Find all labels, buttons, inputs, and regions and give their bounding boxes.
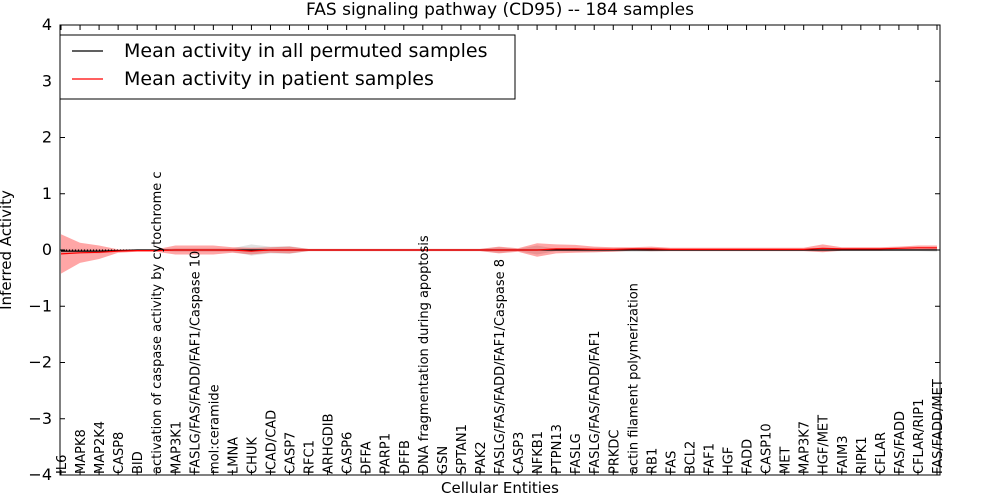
x-category-label: FAS [664,451,679,474]
x-category-label: CASP6 [341,432,356,474]
x-category-label: MAP3K1 [169,421,184,474]
x-category-label: MET [779,447,794,474]
x-category-label: FAIM3 [836,436,851,475]
x-category-label: MAP2K4 [93,421,108,474]
x-category-label: CASP7 [284,432,299,474]
series-line-patient [60,247,937,255]
x-category-label: PAK2 [474,441,489,474]
x-category-label: RFC1 [303,440,318,474]
x-category-label: SPTAN1 [455,424,470,474]
x-category-label: BCL2 [683,441,698,474]
x-category-label: IL6 [55,455,70,474]
y-tick-label: 3 [42,71,52,90]
legend-label-permuted: Mean activity in all permuted samples [124,40,487,62]
y-tick-label: −2 [28,353,52,372]
x-category-label: DFFB [398,440,413,474]
x-category-label: RB1 [645,448,660,474]
x-category-label: GSN [436,446,451,474]
chart-title: FAS signaling pathway (CD95) -- 184 samp… [306,0,694,20]
x-category-label: LMNA [226,437,241,474]
x-category-label: FASLG/FAS/FADD/FAF1 [588,331,603,474]
x-category-label: CFLAR [874,432,889,474]
y-tick-label: 2 [42,128,52,147]
x-axis-label: Cellular Entities [441,479,559,497]
x-category-label: FAF1 [703,443,718,474]
x-category-label: CASP8 [112,432,127,474]
x-category-label: CASP3 [512,432,527,474]
x-category-label: DNA fragmentation during apoptosis [417,235,432,474]
x-category-label: FAS/FADD/MET [931,379,946,474]
x-category-label: RIPK1 [855,436,870,474]
x-category-label: MAPK8 [74,429,89,474]
x-category-label: NFKB1 [531,431,546,474]
x-category-label: ICAD/CAD [265,410,280,474]
plot-area: −4 −3 −2 −1 0 1 2 3 4 IL6 MAPK8 MAP2K4 CASP8 BID activ… [28,15,946,484]
x-category-label: BID [131,451,146,474]
y-tick-label: −3 [28,409,52,428]
x-category-label: FASLG [569,433,584,474]
x-category-label: HGF [722,447,737,474]
x-category-label: actin filament polymerization [626,283,641,474]
y-tick-label: 1 [42,184,52,203]
x-category-label: FASLG/FAS/FADD/FAF1/Caspase 8 [493,259,508,474]
x-category-label: HGF/MET [817,415,832,474]
x-category-label: FADD [741,439,756,474]
x-category-label: PRKDC [607,430,622,474]
legend-box [59,34,516,100]
legend-label-patient: Mean activity in patient samples [124,68,434,90]
y-tick-label: −1 [28,296,52,315]
x-category-label: CASP10 [760,423,775,474]
x-category-label: PTPN13 [550,424,565,474]
x-category-label: ARHGDIB [322,413,337,474]
y-tick-label: 0 [42,240,52,259]
y-tick-label: 4 [42,15,52,34]
x-category-label: PARP1 [379,433,394,474]
legend: Mean activity in all permuted samples Me… [59,34,516,100]
x-category-label: DFFA [360,441,375,474]
y-tick-label: −4 [28,465,52,484]
x-category-label: FASLG/FAS/FADD/FAF1/Caspase 10 [188,251,203,474]
x-category-label: CHUK [245,437,260,474]
x-category-label: activation of caspase activity by cytoch… [150,171,165,474]
x-category-label: MAP3K7 [798,421,813,474]
x-category-label: FAS/FADD [893,411,908,474]
x-category-label: CFLAR/RIP1 [912,399,927,474]
x-category-label: mol:ceramide [207,384,222,474]
y-axis-label: Inferred Activity [0,190,15,310]
